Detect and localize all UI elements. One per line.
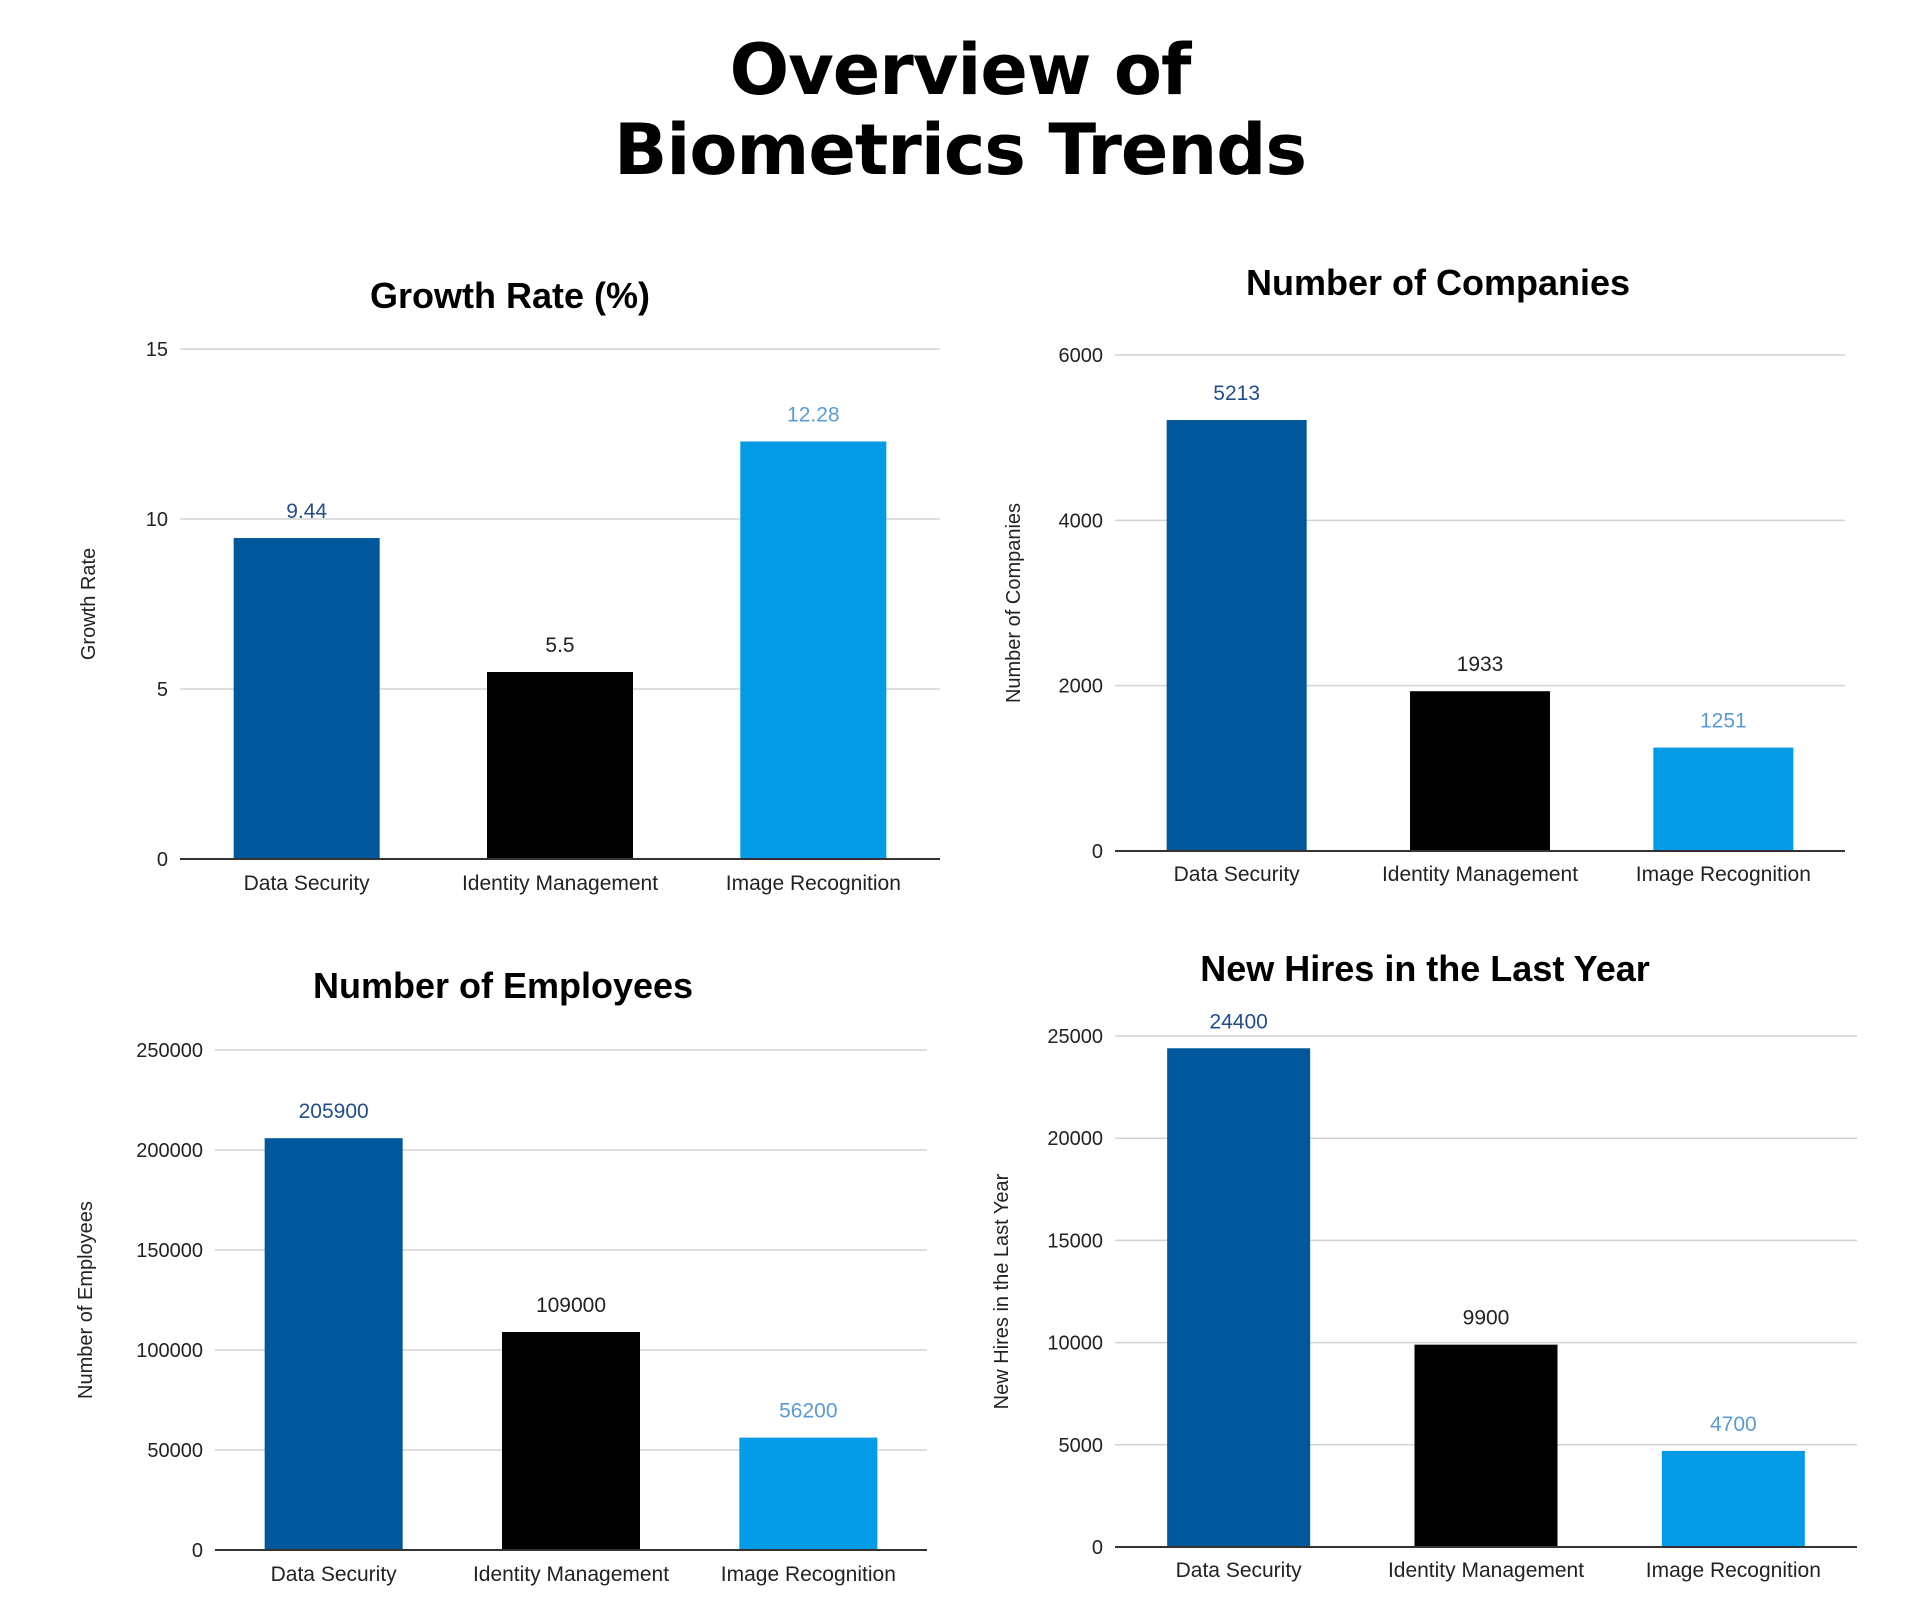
category-label-data-security: Data Security: [1176, 1559, 1303, 1582]
value-label-image-recognition: 56200: [779, 1400, 837, 1423]
bar-image-recognition: [739, 1437, 878, 1550]
y-tick-label: 10000: [1047, 1333, 1103, 1355]
value-label-data-security: 9.44: [286, 500, 327, 523]
chart-title: Number of Employees: [313, 965, 693, 1006]
category-label-data-security: Data Security: [271, 1563, 398, 1586]
y-tick-label: 6000: [1059, 345, 1104, 367]
y-tick-label: 250000: [136, 1040, 203, 1062]
y-tick-label: 50000: [147, 1440, 203, 1462]
category-label-identity-management: Identity Management: [1388, 1559, 1584, 1582]
y-tick-label: 5: [157, 679, 168, 701]
y-tick-label: 0: [157, 849, 168, 871]
category-label-identity-management: Identity Management: [473, 1563, 669, 1586]
y-tick-label: 15: [146, 339, 168, 361]
y-tick-label: 5000: [1059, 1435, 1104, 1457]
bar-identity-management: [1414, 1344, 1558, 1547]
y-tick-label: 200000: [136, 1140, 203, 1162]
bar-image-recognition: [1661, 1450, 1805, 1547]
category-label-image-recognition: Image Recognition: [1646, 1559, 1821, 1582]
value-label-identity-management: 1933: [1457, 653, 1504, 676]
bar-data-security: [1166, 420, 1307, 851]
y-tick-label: 0: [1092, 1537, 1103, 1559]
number-of-employees-chart: Number of Employees 0 50000 100000 150000 200…: [75, 965, 927, 1586]
number-of-companies-chart: Number of Companies 0 2000 4000 6000 Number o…: [1003, 262, 1845, 886]
y-tick-label: 100000: [136, 1340, 203, 1362]
y-tick-label: 10: [146, 509, 168, 531]
bar-image-recognition: [740, 441, 887, 859]
y-axis-title: Number of Employees: [75, 1201, 97, 1399]
bar-data-security: [1167, 1048, 1311, 1547]
new-hires-chart: New Hires in the Last Year 0 5000 10000 1500…: [991, 948, 1857, 1582]
bar-identity-management: [1410, 691, 1550, 851]
category-label-image-recognition: Image Recognition: [721, 1563, 896, 1586]
value-label-data-security: 24400: [1209, 1010, 1267, 1033]
category-label-identity-management: Identity Management: [1382, 863, 1578, 886]
main-title: Overview of Biometrics Trends: [0, 30, 1920, 190]
value-label-data-security: 5213: [1213, 382, 1260, 405]
y-tick-label: 0: [1092, 841, 1103, 863]
value-label-identity-management: 109000: [536, 1294, 606, 1317]
category-label-data-security: Data Security: [1174, 863, 1301, 886]
category-label-identity-management: Identity Management: [462, 872, 658, 895]
bar-identity-management: [487, 672, 633, 859]
chart-title: Growth Rate (%): [370, 275, 650, 316]
y-tick-label: 15000: [1047, 1230, 1103, 1252]
y-tick-label: 4000: [1059, 510, 1104, 532]
bar-identity-management: [502, 1332, 640, 1550]
chart-title: New Hires in the Last Year: [1200, 948, 1650, 989]
y-axis-title: Number of Companies: [1003, 503, 1025, 703]
chart-title: Number of Companies: [1246, 262, 1630, 303]
y-tick-label: 20000: [1047, 1128, 1103, 1150]
y-axis-title: Growth Rate: [78, 548, 100, 660]
bar-data-security: [264, 1138, 403, 1550]
y-tick-label: 2000: [1059, 676, 1104, 698]
y-tick-label: 150000: [136, 1240, 203, 1262]
value-label-data-security: 205900: [299, 1100, 369, 1123]
main-title-line-2: Biometrics Trends: [613, 109, 1307, 191]
category-label-image-recognition: Image Recognition: [1636, 863, 1811, 886]
value-label-image-recognition: 12.28: [787, 403, 840, 426]
bar-image-recognition: [1653, 747, 1794, 851]
y-axis-title: New Hires in the Last Year: [991, 1173, 1013, 1409]
y-tick-label: 0: [192, 1540, 203, 1562]
y-tick-label: 25000: [1047, 1026, 1103, 1048]
growth-rate-chart: Growth Rate (%) 0 5 10 15 Growth Rate 9.44 Data…: [78, 275, 940, 895]
value-label-identity-management: 9900: [1463, 1307, 1510, 1330]
main-title-line-1: Overview of: [729, 29, 1192, 111]
category-label-image-recognition: Image Recognition: [726, 872, 901, 895]
bar-data-security: [233, 538, 380, 859]
value-label-identity-management: 5.5: [545, 634, 574, 657]
value-label-image-recognition: 1251: [1700, 710, 1747, 733]
category-label-data-security: Data Security: [244, 872, 371, 895]
value-label-image-recognition: 4700: [1710, 1413, 1757, 1436]
